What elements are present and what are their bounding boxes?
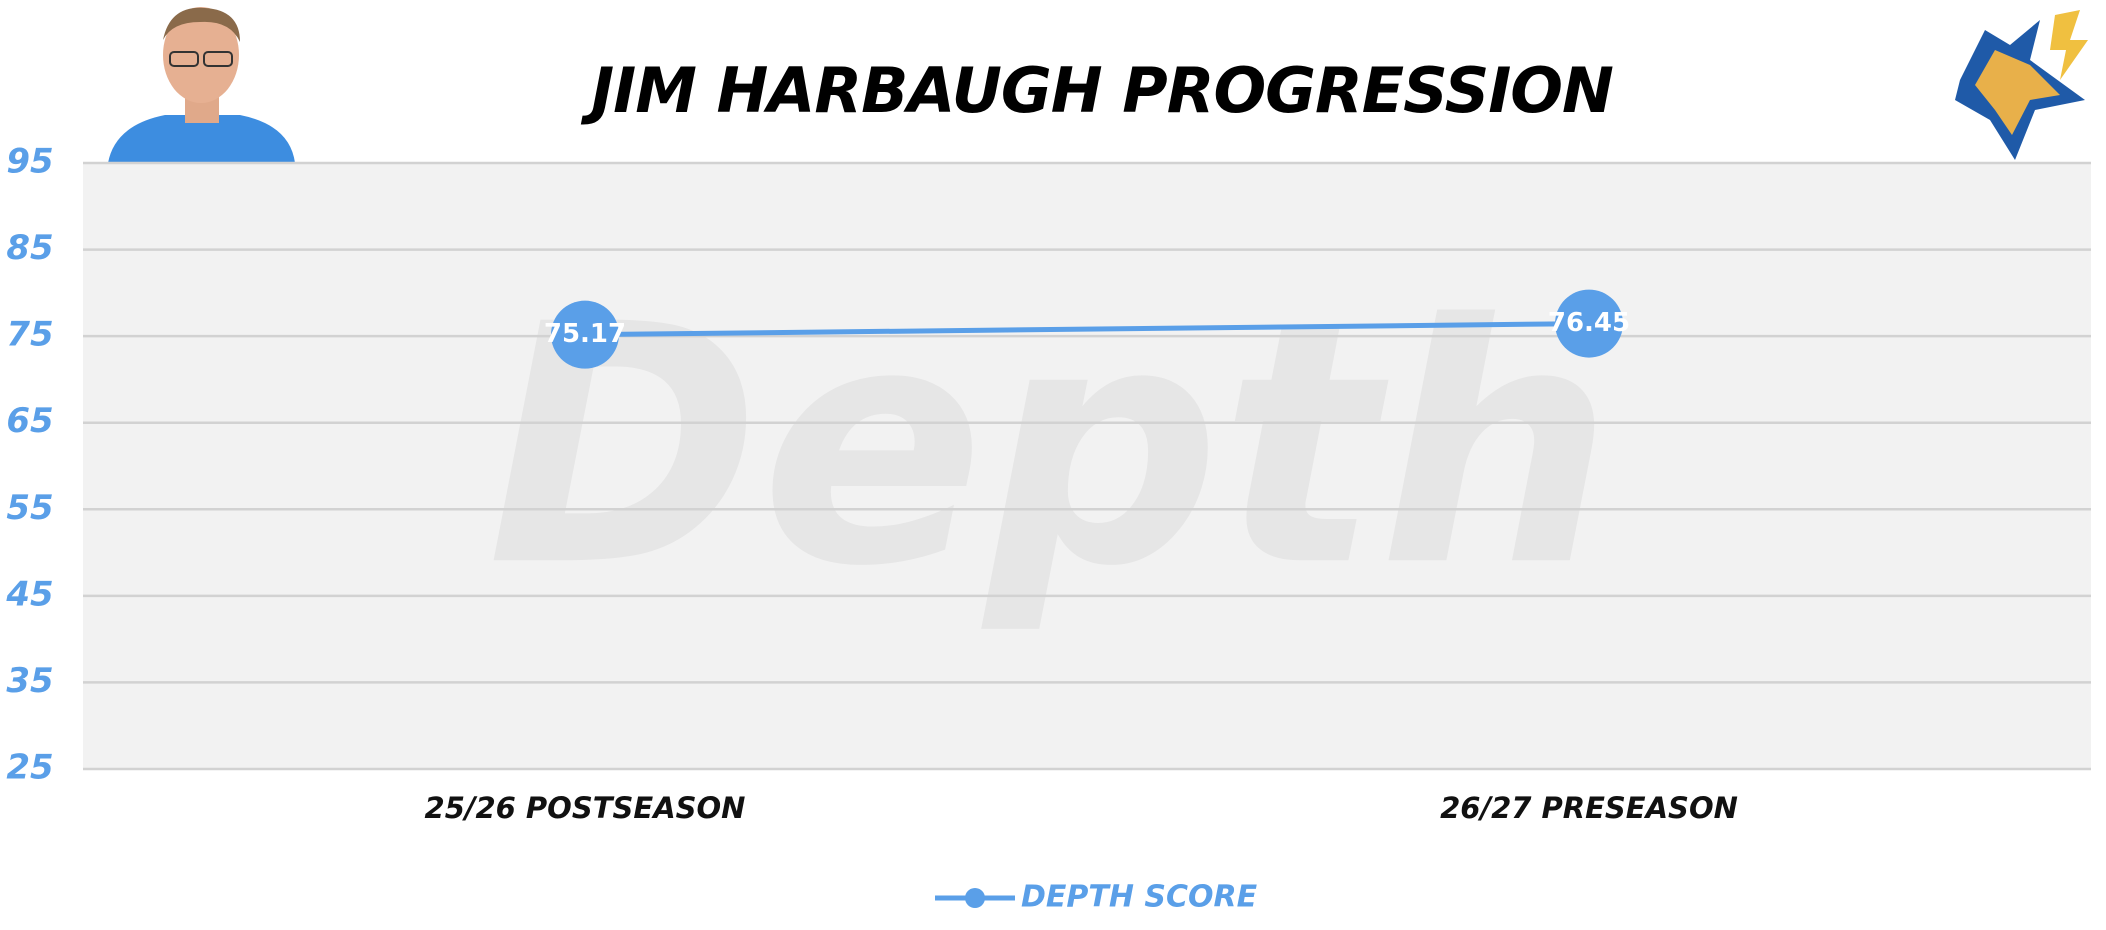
legend-label: DEPTH SCORE: [1021, 880, 1258, 915]
y-tick-label: 65: [6, 401, 53, 441]
value-label: 75.17: [544, 319, 626, 349]
team-logo: [1955, 10, 2088, 160]
y-tick-label: 35: [6, 661, 53, 701]
plot-area: [83, 163, 2091, 769]
watermark: Depth: [487, 254, 1614, 638]
legend-marker: [965, 888, 985, 908]
y-tick-label: 45: [5, 574, 53, 614]
x-tick-label: 25/26 POSTSEASON: [425, 791, 746, 825]
x-tick-label: 26/27 PRESEASON: [1440, 791, 1738, 825]
y-tick-label: 55: [6, 488, 53, 528]
point: [551, 300, 619, 369]
series-line: [584, 321, 1590, 338]
chart-title: JIM HARBAUGH PROGRESSION: [580, 54, 1613, 127]
point: [1555, 289, 1623, 358]
y-tick-label: 25: [6, 748, 53, 788]
y-tick-label: 85: [6, 228, 53, 268]
value-label: 76.45: [1548, 308, 1630, 338]
coach-photo: [108, 7, 295, 163]
y-tick-label: 75: [6, 315, 53, 355]
y-tick-label: 95: [6, 142, 53, 182]
